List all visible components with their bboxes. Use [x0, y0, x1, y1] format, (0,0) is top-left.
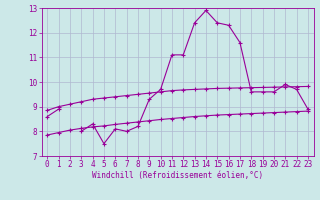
X-axis label: Windchill (Refroidissement éolien,°C): Windchill (Refroidissement éolien,°C) [92, 171, 263, 180]
